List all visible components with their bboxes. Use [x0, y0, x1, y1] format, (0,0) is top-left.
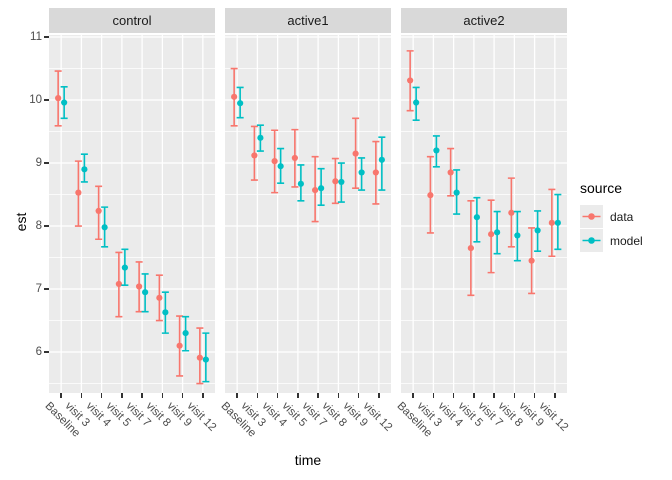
legend-item-model: model	[580, 229, 643, 252]
series-model	[60, 85, 210, 383]
x-tick-mark	[256, 393, 259, 398]
series-data	[54, 70, 204, 385]
y-tick-label: 10	[29, 94, 42, 107]
panel-svg-active2	[401, 35, 567, 393]
facet-panel	[49, 35, 215, 398]
x-tick-mark	[181, 393, 184, 398]
series-data	[230, 67, 380, 223]
x-tick-mark	[297, 393, 299, 398]
x-tick-mark	[432, 393, 435, 398]
series-model	[412, 86, 562, 262]
x-tick-mark	[100, 393, 103, 398]
legend-item-label: model	[610, 233, 643, 248]
x-tick-mark	[236, 393, 238, 398]
x-tick-mark	[357, 393, 360, 398]
x-tick-mark	[141, 393, 143, 398]
legend-key-glyph	[582, 237, 601, 244]
y-tick-mark	[44, 36, 49, 38]
y-tick-label: 11	[30, 31, 42, 44]
facet-strip: control	[49, 8, 215, 33]
facet-strip-label: active1	[287, 13, 329, 28]
y-tick-label: 6	[35, 346, 42, 359]
x-tick-mark	[202, 393, 204, 398]
y-tick-label: 7	[35, 283, 42, 296]
y-tick-mark	[44, 99, 49, 101]
legend-item-data: data	[580, 205, 643, 228]
facet-strip: active1	[225, 8, 391, 33]
y-tick-label: 9	[35, 157, 42, 170]
x-tick-mark	[452, 393, 455, 398]
legend-key-data	[580, 205, 603, 228]
legend-item-label: data	[610, 209, 634, 224]
y-tick-mark	[44, 162, 49, 164]
facet-panel	[401, 35, 567, 398]
x-tick-mark	[80, 393, 83, 398]
panel-svg-active1	[225, 35, 391, 393]
y-tick-label: 8	[35, 220, 42, 233]
x-tick-mark	[121, 393, 123, 398]
facet-strip: active2	[401, 8, 567, 33]
x-tick-mark	[493, 393, 495, 398]
x-tick-mark	[161, 393, 164, 398]
x-tick-mark	[533, 393, 536, 398]
x-tick-mark	[412, 393, 414, 398]
facet-panel	[225, 35, 391, 398]
y-tick-mark	[44, 351, 49, 353]
legend-title: source	[580, 180, 623, 196]
x-tick-mark	[60, 393, 62, 398]
y-tick-mark	[44, 225, 49, 227]
x-tick-mark	[378, 393, 380, 398]
x-tick-mark	[276, 393, 279, 398]
facet-strip-label: active2	[463, 13, 505, 28]
facet-strip-label: control	[112, 13, 152, 28]
panel-svg-control	[49, 35, 215, 393]
y-tick-mark	[44, 288, 49, 290]
legend: source data model	[580, 180, 643, 253]
legend-items: data model	[580, 205, 643, 252]
series-model	[236, 86, 386, 207]
x-tick-mark	[473, 393, 475, 398]
x-tick-mark	[317, 393, 319, 398]
x-axis-title: time	[294, 452, 322, 468]
legend-key-model	[580, 229, 603, 252]
series-data	[406, 50, 556, 297]
x-tick-mark	[554, 393, 556, 398]
legend-key-glyph	[582, 213, 601, 220]
x-tick-mark	[337, 393, 340, 398]
x-tick-mark	[513, 393, 516, 398]
